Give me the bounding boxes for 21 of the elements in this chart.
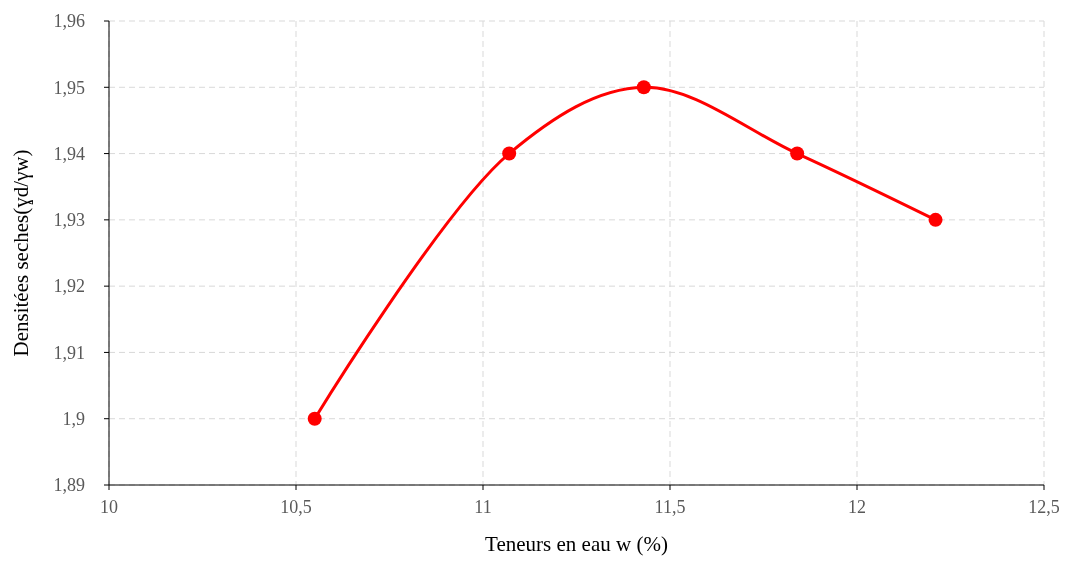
y-tick-label: 1,91 [53,342,85,363]
y-tick-label: 1,92 [53,276,85,297]
x-tick-label: 12 [848,497,866,517]
x-axis-title: Teneurs en eau w (%) [485,532,668,556]
point [928,212,943,227]
point [307,411,322,426]
x-tick-label: 10,5 [280,497,312,517]
y-tick-label: 1,9 [62,409,85,430]
y-tick-label: 1,93 [53,210,85,231]
y-tick-label: 1,94 [53,143,85,164]
x-tick-label: 11,5 [654,497,686,517]
x-tick-label: 12,5 [1028,497,1060,517]
y-tick-label: 1,95 [53,77,85,98]
point [636,80,651,95]
point [502,146,517,161]
x-tick-label: 11 [474,497,492,517]
x-tick-label: 10 [100,497,118,517]
point [790,146,805,161]
y-axis-title: Densitées seches(ɣd/γw) [9,149,33,357]
y-tick-label: 1,89 [53,475,85,496]
y-tick-label: 1,96 [53,11,85,32]
